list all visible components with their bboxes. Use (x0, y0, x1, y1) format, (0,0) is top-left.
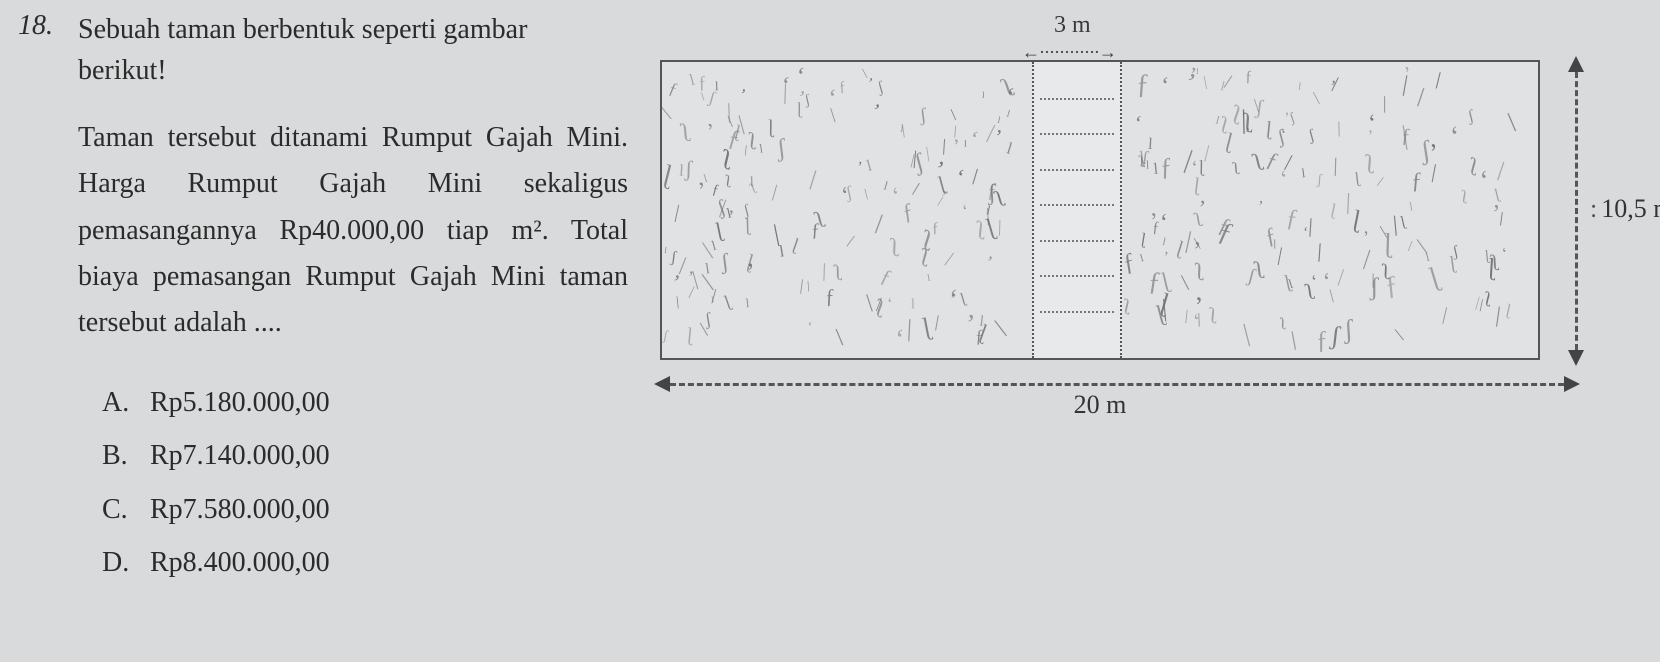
option-text: Rp7.580.000,00 (150, 483, 330, 536)
option-b: B. Rp7.140.000,00 (78, 429, 628, 482)
option-a: A. Rp5.180.000,00 (78, 376, 628, 429)
dimension-width-label: 20 m (660, 390, 1540, 420)
option-letter: A. (102, 376, 132, 429)
question-text-block: Sebuah taman berbentuk seperti gambar be… (78, 10, 628, 589)
page: 18. Sebuah taman berbentuk seperti gamba… (0, 0, 1660, 662)
arrow-down-icon (1568, 350, 1584, 366)
question-stem: Sebuah taman berbentuk seperti gambar be… (78, 10, 628, 91)
option-letter: D. (102, 536, 132, 589)
stem-line-1: Sebuah taman berbentuk seperti gambar (78, 14, 527, 45)
dash-line (670, 383, 1564, 386)
dimension-height-arrow (1566, 56, 1586, 366)
dash-line-vertical (1575, 72, 1578, 350)
question-body: Taman tersebut ditanami Rumput Gajah Min… (78, 115, 628, 346)
dimension-height-label: 10,5 m (1590, 194, 1660, 224)
arrow-up-icon (1568, 56, 1584, 72)
stem-line-2: berikut! (78, 55, 167, 86)
grass-area-right: ˡɭʻ/ʻʅɭʼʻ|ʼʼʼʼʻˡʻƒʃʃʅˡˡʼˡˡʻɭ|/|ʃ|ɭˡɭʼ/ʅɭ… (1118, 62, 1538, 358)
question-number: 18. (18, 10, 53, 42)
option-letter: C. (102, 483, 132, 536)
garden-rectangle: ˡʃˡʅʼ|\ʃ/ʻ/ʃʃ\ʼˡ\ˡɭɭʼ/ʃʼ/\ʅˡƒ/ƒ/ʅʻʃʻʼ//ʻ… (660, 60, 1540, 360)
garden-figure: 3 m ←············→ ˡʃˡʅʼ|\ʃ/ʻ/ʃʃ\ʼˡ\ˡɭɭʼ… (660, 18, 1620, 418)
dimension-path-width: 3 m (1054, 12, 1091, 39)
options-list: A. Rp5.180.000,00 B. Rp7.140.000,00 C. R… (78, 376, 628, 589)
garden-path (1032, 62, 1122, 358)
option-d: D. Rp8.400.000,00 (78, 536, 628, 589)
option-letter: B. (102, 429, 132, 482)
arrow-right-icon (1564, 376, 1580, 392)
grass-area-left: ˡʃˡʅʼ|\ʃ/ʻ/ʃʃ\ʼˡ\ˡɭɭʼ/ʃʼ/\ʅˡƒ/ƒ/ʅʻʃʻʼ//ʻ… (662, 62, 1032, 358)
option-text: Rp5.180.000,00 (150, 376, 330, 429)
option-text: Rp8.400.000,00 (150, 536, 330, 589)
option-c: C. Rp7.580.000,00 (78, 483, 628, 536)
option-text: Rp7.140.000,00 (150, 429, 330, 482)
